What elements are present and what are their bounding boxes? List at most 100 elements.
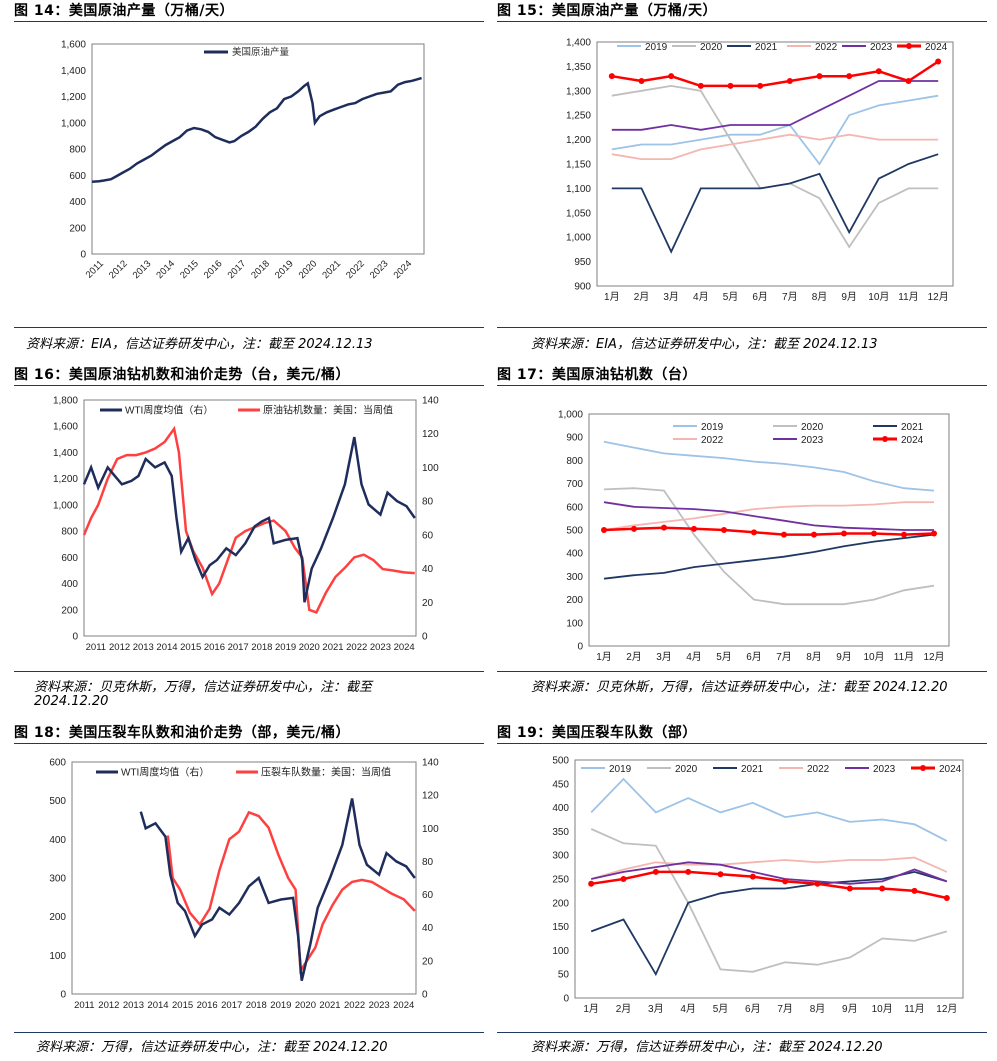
x-tick-label: 2022: [344, 1000, 365, 1011]
y-right-tick-label: 140: [422, 396, 439, 407]
x-tick-label: 2015: [172, 1000, 193, 1011]
legend-label-2024: 2024: [901, 435, 924, 446]
series-point-2024: [782, 878, 789, 885]
series-line-2024: [603, 526, 935, 536]
y-right-tick-label: 80: [422, 497, 434, 508]
panel-14: 图 14：美国原油产量（万桶/天） 0 200 400 600 800 1,000 1,20…: [14, 0, 494, 352]
x-tick-label: 2022: [346, 642, 367, 653]
x-tick-label: 3月: [663, 291, 679, 303]
y-right-tick-label: 120: [422, 791, 439, 802]
y-right-tick-label: 140: [422, 758, 439, 769]
series-line-2021: [590, 870, 948, 977]
series-point-2024: [931, 530, 937, 537]
x-tick-label: 2016: [202, 258, 225, 281]
series-line-2020: [590, 828, 948, 973]
series-point-2024: [816, 73, 823, 80]
panel-15: 图 15：美国原油产量（万桶/天） 900 950 1,000 1,050 1,100 1…: [497, 0, 993, 352]
series-point-2024: [685, 868, 692, 875]
y-tick-label: 100: [552, 946, 569, 957]
series-point-2024: [875, 68, 882, 75]
y-right-tick-label: 20: [422, 598, 434, 609]
divider: [14, 21, 484, 22]
plot-frame: [588, 413, 950, 647]
x-tick-label: 4月: [680, 1003, 696, 1015]
y-tick-label: 800: [69, 145, 86, 156]
y-tick-label: 700: [566, 479, 583, 490]
x-tick-label: 2021: [319, 1000, 340, 1011]
legend-label-2023: 2023: [870, 42, 893, 53]
series-line-2020: [603, 487, 935, 606]
series-point-2024: [727, 82, 734, 89]
y-tick-label: 1,400: [53, 448, 78, 459]
series-point-2024: [935, 58, 942, 65]
x-tick-label: 2014: [154, 258, 177, 281]
y-right-tick-label: 0: [422, 990, 428, 1001]
legend-label-2019: 2019: [701, 422, 724, 433]
legend-label-2020: 2020: [700, 42, 723, 53]
chart-title: 图 16：美国原油钻机数和油价走势（台，美元/桶）: [14, 367, 350, 383]
series-point-2024: [757, 82, 764, 89]
series-point-2024: [905, 78, 912, 85]
x-tick-label: 9月: [841, 291, 857, 303]
x-tick-label: 2024: [393, 1000, 414, 1011]
x-tick-label: 10月: [872, 1003, 893, 1015]
y-right-tick-label: 40: [422, 564, 434, 575]
x-tick-label: 2016: [197, 1000, 218, 1011]
chart-title: 图 15：美国原油产量（万桶/天）: [497, 3, 717, 19]
legend-label-2024: 2024: [925, 42, 948, 53]
series-line-2019: [603, 440, 935, 492]
y-tick-label: 1,400: [566, 38, 591, 49]
series-line-2022: [611, 133, 939, 161]
x-tick-label: 2012: [107, 258, 130, 281]
y-tick-label: 250: [552, 875, 569, 886]
y-tick-label: 200: [552, 898, 569, 909]
source-note: 资料来源：贝克休斯，万得，信达证券研发中心，注：截至 2024.12.20: [531, 680, 948, 695]
x-tick-label: 2012: [98, 1000, 119, 1011]
x-tick-label: 2024: [392, 258, 415, 281]
x-tick-label: 2月: [626, 651, 642, 663]
y-tick-label: 150: [552, 922, 569, 933]
x-tick-label: 2011: [86, 642, 106, 653]
y-tick-label: 600: [566, 502, 583, 513]
source-note: 资料来源：万得，信达证券研发中心，注：截至 2024.12.20: [531, 1040, 883, 1055]
x-tick-label: 2018: [246, 1000, 267, 1011]
y-tick-label: 200: [49, 912, 66, 923]
chart-area: 0 100 200 300 400 500 600 700 800 900 1,000 1月 2月 3月 4…: [558, 410, 950, 663]
source-note: 资料来源：万得，信达证券研发中心，注：截至 2024.12.20: [36, 1040, 388, 1055]
x-tick-label: 6月: [745, 1003, 761, 1015]
legend-label-2022: 2022: [807, 764, 830, 775]
y-tick-label: 1,250: [566, 111, 591, 122]
chart-area: 0 100 200 300 400 500 600 0 20 40 60 80 100 120 140 201…: [49, 758, 439, 1012]
x-tick-label: 2017: [221, 1000, 242, 1011]
x-tick-label: 2016: [204, 642, 225, 653]
y-right-tick-label: 40: [422, 923, 434, 934]
divider: [497, 743, 987, 744]
chart-title: 图 19：美国压裂车队数（部）: [497, 725, 697, 741]
series-point-2024: [846, 73, 853, 80]
series-point-2024: [901, 531, 907, 538]
source-note: 资料来源：贝克休斯，万得，信达证券研发中心，注：截至: [34, 680, 373, 695]
y-tick-label: 1,300: [566, 86, 591, 97]
legend-label-2021: 2021: [901, 422, 924, 433]
y-tick-label: 200: [69, 223, 86, 234]
plot-frame: [71, 761, 417, 995]
series-line-2021: [611, 153, 939, 254]
series-line-压裂车队数量：美国：当周值: [166, 810, 416, 975]
series-point-2024: [668, 73, 675, 80]
series-point-2024: [811, 531, 817, 538]
x-tick-label: 2023: [369, 1000, 390, 1011]
series-point-2024: [631, 525, 637, 532]
panel-17: 图 17：美国原油钻机数（台） 0 100 200 300 400 500 600 700 80…: [497, 364, 993, 716]
series-point-2024: [601, 527, 607, 533]
series-line-2019: [611, 94, 939, 166]
series-point-2024: [691, 525, 697, 532]
legend-label-2019: 2019: [609, 764, 632, 775]
x-tick-label: 2014: [147, 1000, 168, 1011]
panel-19: 图 19：美国压裂车队数（部） 0 50 100 150 200 250 300 350 400…: [497, 722, 993, 1061]
series-point-2024: [943, 895, 950, 902]
y-tick-label: 1,200: [53, 474, 78, 485]
y-tick-label: 500: [566, 526, 583, 537]
series-point-2024: [721, 527, 727, 533]
legend-label-2022: 2022: [815, 42, 838, 53]
y-tick-label: 1,000: [61, 118, 86, 129]
